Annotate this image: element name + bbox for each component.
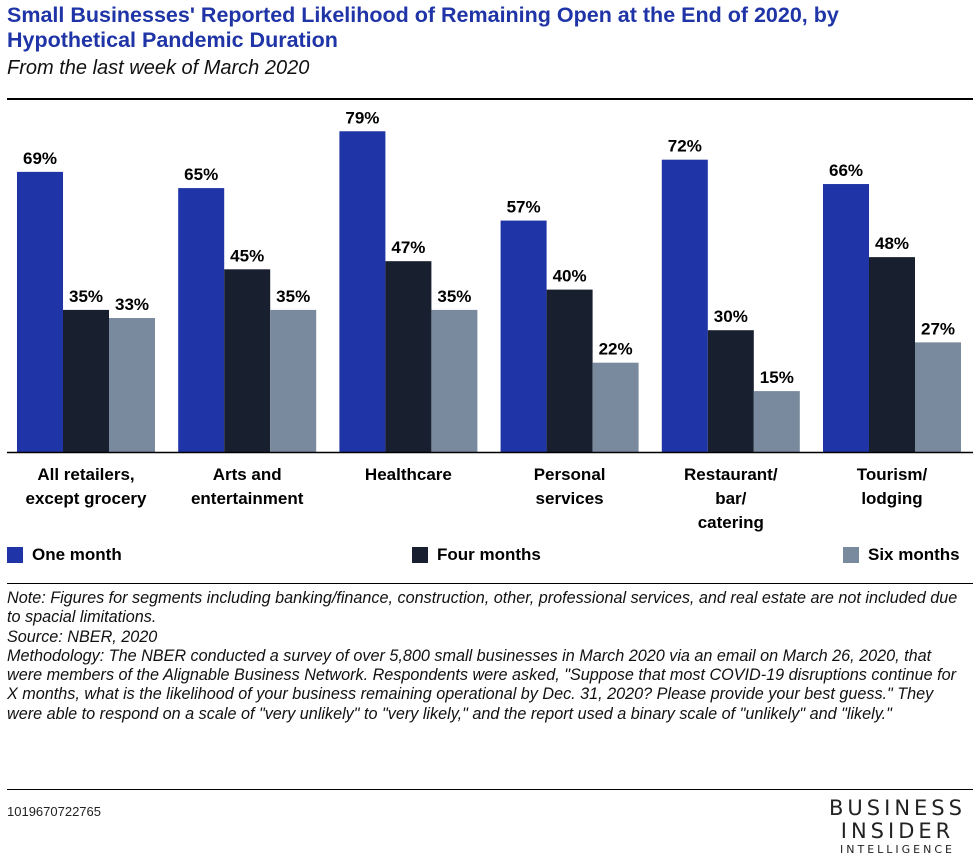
data-label-healthcare-four-months: 47% <box>391 238 425 257</box>
category-label-arts-entertainment: Arts and entertainment <box>167 463 327 511</box>
bar-restaurant-bar-catering-one-month <box>661 159 708 452</box>
data-label-healthcare-one-month: 79% <box>345 108 379 127</box>
data-label-tourism-lodging-one-month: 66% <box>829 161 863 180</box>
bar-arts-entertainment-four-months <box>224 269 271 452</box>
chart-subtitle: From the last week of March 2020 <box>7 57 310 79</box>
data-label-all-retailers-one-month: 69% <box>23 149 57 168</box>
logo-line-1: BUSINESS <box>829 796 966 820</box>
top-rule <box>7 98 973 100</box>
data-label-arts-entertainment-six-months: 35% <box>276 287 310 306</box>
category-label-line: Arts and <box>212 465 282 484</box>
source-text: Source: NBER, 2020 <box>7 627 158 646</box>
bar-restaurant-bar-catering-six-months <box>753 391 800 452</box>
bar-healthcare-four-months <box>385 261 432 452</box>
legend-label-four-months: Four months <box>437 545 541 564</box>
data-label-personal-services-six-months: 22% <box>599 340 633 359</box>
category-label-all-retailers: All retailers, except grocery <box>6 463 166 511</box>
bar-personal-services-one-month <box>500 220 547 452</box>
category-label-personal-services: Personal services <box>490 463 650 511</box>
data-label-restaurant-bar-catering-one-month: 72% <box>668 137 702 156</box>
category-label-line: Healthcare <box>364 465 452 484</box>
data-label-healthcare-six-months: 35% <box>437 287 471 306</box>
category-label-line: entertainment <box>190 489 304 508</box>
data-label-personal-services-four-months: 40% <box>553 267 587 286</box>
business-insider-intelligence-logo: BUSINESS INSIDER INTELLIGENCE <box>825 797 970 857</box>
bar-all-retailers-one-month <box>17 171 63 453</box>
data-label-tourism-lodging-four-months: 48% <box>875 234 909 253</box>
legend-swatch-one-month <box>7 547 23 563</box>
logo-line-3: INTELLIGENCE <box>840 843 955 856</box>
category-label-line: services <box>535 489 604 508</box>
bar-tourism-lodging-six-months <box>915 342 961 452</box>
note-text: Note: Figures for segments including ban… <box>7 589 958 627</box>
category-label-line: Tourism/ <box>856 465 928 484</box>
data-label-arts-entertainment-four-months: 45% <box>230 246 264 265</box>
bar-tourism-lodging-four-months <box>869 257 915 452</box>
bar-restaurant-bar-catering-four-months <box>707 330 754 452</box>
bar-tourism-lodging-one-month <box>823 184 869 452</box>
data-label-restaurant-bar-catering-four-months: 30% <box>714 307 748 326</box>
category-label-line: bar/ <box>715 489 747 508</box>
legend-label-six-months: Six months <box>868 545 960 564</box>
legend-swatch-four-months <box>412 547 428 563</box>
notes-rule <box>7 583 973 584</box>
legend-item-six-months: Six months <box>843 545 960 565</box>
bar-all-retailers-six-months <box>109 318 155 452</box>
legend-item-one-month: One month <box>7 545 122 565</box>
data-label-restaurant-bar-catering-six-months: 15% <box>760 368 794 387</box>
bar-arts-entertainment-one-month <box>178 188 225 452</box>
bar-all-retailers-four-months <box>63 309 109 452</box>
bar-arts-entertainment-six-months <box>270 309 317 452</box>
category-label-line: catering <box>697 513 764 532</box>
bar-chart: 69% 35% 33% 65% 45% 35% 79% 47% 35% 57% 40% 22% 72% 3… <box>7 108 973 454</box>
logo-line-2: INSIDER <box>840 819 955 843</box>
footer-rule <box>7 789 973 790</box>
legend-swatch-six-months <box>843 547 859 563</box>
bar-healthcare-one-month <box>339 131 386 452</box>
category-label-tourism-lodging: Tourism/lodging <box>812 463 972 511</box>
bar-personal-services-six-months <box>592 362 639 452</box>
category-label-healthcare: Healthcare <box>328 463 488 487</box>
chart-title: Small Businesses' Reported Likelihood of… <box>7 3 839 52</box>
data-label-personal-services-one-month: 57% <box>507 198 541 217</box>
legend-item-four-months: Four months <box>412 545 541 565</box>
methodology-text: Methodology: The NBER conducted a survey… <box>7 646 956 723</box>
category-label-line: lodging <box>861 489 923 508</box>
category-label-line: All retailers, <box>37 465 135 484</box>
category-label-line: except grocery <box>25 489 147 508</box>
chart-id: 1019670722765 <box>7 804 101 819</box>
category-label-line: Restaurant/ <box>684 465 778 484</box>
data-label-arts-entertainment-one-month: 65% <box>184 165 218 184</box>
data-label-tourism-lodging-six-months: 27% <box>921 319 955 338</box>
bar-healthcare-six-months <box>431 309 478 452</box>
category-label-line: Personal <box>533 465 606 484</box>
data-label-all-retailers-six-months: 33% <box>115 295 149 314</box>
data-label-all-retailers-four-months: 35% <box>69 287 103 306</box>
notes-block: Note: Figures for segments including ban… <box>7 589 969 724</box>
legend-label-one-month: One month <box>32 545 122 564</box>
bar-personal-services-four-months <box>546 289 593 452</box>
category-label-restaurant-bar-catering: Restaurant/bar/catering <box>651 463 811 535</box>
